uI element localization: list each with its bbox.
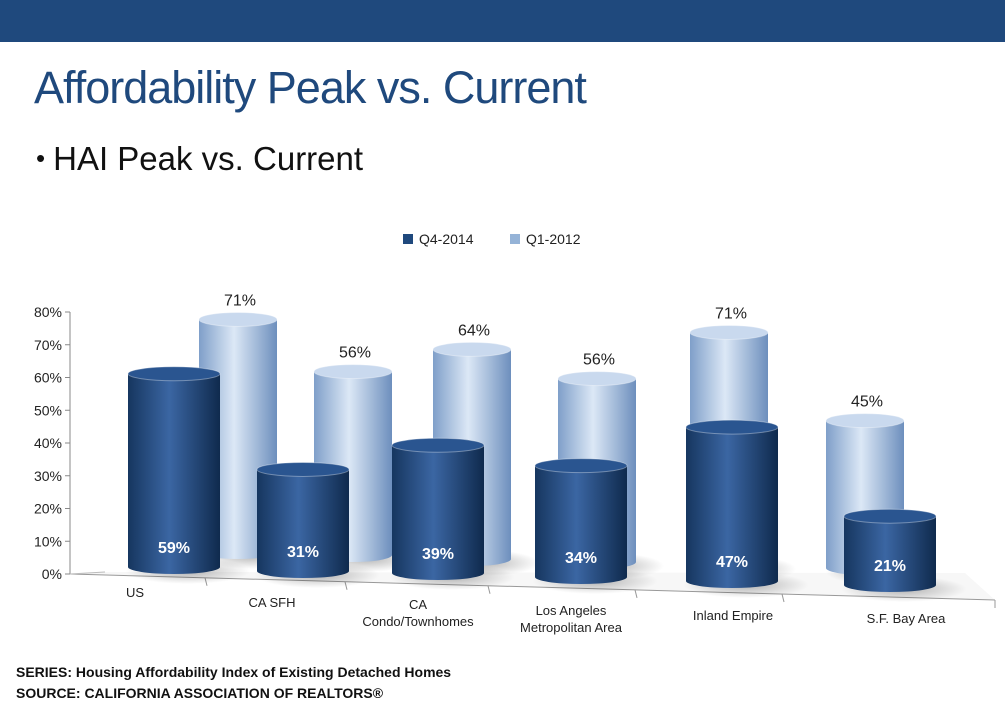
- bullet-item: • HAI Peak vs. Current: [36, 140, 363, 178]
- bar-q4-2014-0-cap: [127, 366, 221, 382]
- x-category-label: CA: [409, 597, 427, 612]
- bar-q4-2014-1-data-label: 31%: [287, 544, 319, 561]
- bar-q1-2012-2-data-label: 64%: [458, 322, 490, 339]
- y-tick-label: 70%: [34, 337, 62, 353]
- x-category-label: Metropolitan Area: [520, 620, 623, 635]
- legend-swatch-q4-2014: [403, 234, 413, 244]
- y-tick-label: 60%: [34, 370, 62, 386]
- bar-q4-2014-2: 39%: [391, 437, 485, 580]
- y-tick-label: 0%: [42, 566, 62, 582]
- legend-swatch-q1-2012: [510, 234, 520, 244]
- floor-edge: [69, 571, 106, 575]
- bar-q4-2014-1: 31%: [256, 461, 350, 578]
- bar-q4-2014-4-body: [686, 427, 778, 588]
- y-tick-label: 10%: [34, 533, 62, 549]
- y-tick-label: 20%: [34, 501, 62, 517]
- slide-title: Affordability Peak vs. Current: [34, 62, 587, 113]
- bar-q4-2014-2-cap: [391, 437, 485, 453]
- bar-q1-2012-3-cap: [557, 371, 637, 387]
- bar-q4-2014-4: 47%: [685, 419, 779, 588]
- bar-q4-2014-4-cap: [685, 419, 779, 435]
- series-note: SERIES: Housing Affordability Index of E…: [16, 664, 452, 680]
- bar-q4-2014-2-body: [392, 445, 484, 580]
- x-category-label: US: [126, 585, 144, 600]
- bar-q4-2014-3-data-label: 34%: [565, 550, 597, 567]
- bar-q4-2014-5: 21%: [843, 508, 937, 592]
- bar-q4-2014-4-data-label: 47%: [716, 554, 748, 571]
- bar-q1-2012-3-data-label: 56%: [583, 352, 615, 369]
- bar-q4-2014-1-body: [257, 469, 349, 578]
- bar-q4-2014-0-body: [128, 373, 220, 574]
- y-tick-label: 80%: [34, 304, 62, 320]
- y-tick-label: 30%: [34, 468, 62, 484]
- bar-q4-2014-0-data-label: 59%: [158, 540, 190, 557]
- x-category-label: Inland Empire: [693, 608, 773, 623]
- bar-q1-2012-1-cap: [313, 364, 393, 380]
- x-category-label: S.F. Bay Area: [867, 611, 947, 626]
- bar-q4-2014-3-cap: [534, 458, 628, 474]
- legend-label-q4-2014: Q4-2014: [419, 231, 474, 247]
- bar-q1-2012-4-cap: [689, 324, 769, 340]
- bar-q4-2014-1-cap: [256, 461, 350, 477]
- bar-q1-2012-0-cap: [198, 311, 278, 327]
- hai-bar-chart: Q4-2014 Q1-2012 0% 10% 20% 30% 40% 50% 60% 70% 8…: [34, 231, 996, 635]
- bar-q1-2012-5-cap: [825, 413, 905, 429]
- x-category-label: CA SFH: [249, 595, 296, 610]
- x-category-label: Condo/Townhomes: [362, 614, 474, 629]
- x-category-label: Los Angeles: [536, 603, 607, 618]
- source-note: SOURCE: CALIFORNIA ASSOCIATION OF REALTO…: [16, 685, 384, 701]
- bar-q1-2012-0-data-label: 71%: [224, 292, 256, 309]
- bar-q4-2014-3-body: [535, 465, 627, 584]
- footer-notes: SERIES: Housing Affordability Index of E…: [16, 662, 451, 704]
- x-tick-mark: [634, 589, 638, 599]
- bar-q4-2014-3: 34%: [534, 458, 628, 584]
- bar-q1-2012-4-data-label: 71%: [715, 305, 747, 322]
- bar-q4-2014-2-data-label: 39%: [422, 546, 454, 563]
- bullet-dot-icon: •: [36, 143, 46, 173]
- bar-q1-2012-2-cap: [432, 341, 512, 357]
- chart-legend: Q4-2014 Q1-2012: [403, 231, 581, 247]
- bar-q1-2012-5-data-label: 45%: [851, 394, 883, 411]
- bar-q4-2014-0: 59%: [127, 366, 221, 574]
- y-tick-label: 40%: [34, 435, 62, 451]
- legend-label-q1-2012: Q1-2012: [526, 231, 581, 247]
- bar-q4-2014-5-data-label: 21%: [874, 558, 906, 575]
- bar-q4-2014-5-cap: [843, 508, 937, 524]
- bar-q4-2014-5-body: [844, 516, 936, 592]
- y-tick-label: 50%: [34, 402, 62, 418]
- bar-q1-2012-1-data-label: 56%: [339, 345, 371, 362]
- bullet-text: HAI Peak vs. Current: [53, 140, 364, 177]
- header-bar: [0, 0, 1005, 42]
